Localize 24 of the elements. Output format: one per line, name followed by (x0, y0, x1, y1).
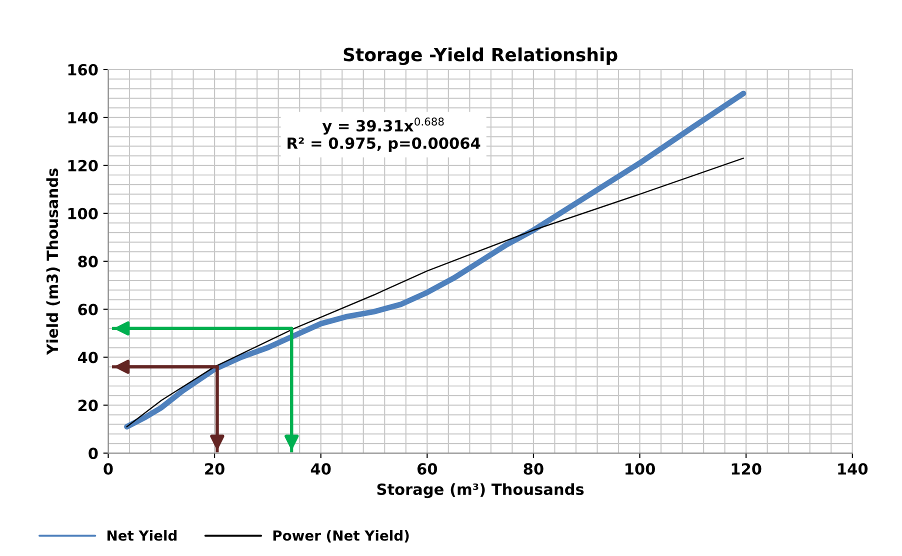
legend-label: Net Yield (108, 530, 177, 541)
x-tick-label: 120 (732, 463, 762, 475)
x-tick-label: 140 (838, 463, 868, 475)
y-tick-label: 120 (68, 160, 98, 172)
annotation: y = 39.31x$^{0.688}$ R² = 0.975, p=0.00064 (288, 118, 480, 152)
legend-label: Power (Net Yield) (273, 530, 409, 542)
x-tick-label: 80 (524, 463, 544, 475)
y-tick-label: 20 (78, 400, 98, 412)
y-axis-title: Yield (m3) Thousands (46, 168, 60, 355)
chart-title: Storage -Yield Relationship (344, 47, 618, 66)
x-tick-label: 60 (417, 463, 438, 475)
y-tick-label: 100 (68, 208, 98, 220)
y-tick-label: 60 (78, 304, 98, 316)
x-axis-title: Storage (m³) Thousands (377, 483, 584, 498)
y-tick-label: 140 (68, 112, 98, 124)
y-tick-label: 160 (68, 64, 98, 76)
y-tick-label: 0 (88, 448, 98, 460)
line-series (126, 158, 744, 428)
x-tick-label: 20 (205, 463, 224, 475)
x-tick-label: 100 (626, 463, 655, 475)
y-tick-label: 40 (78, 352, 98, 364)
y-tick-label: 80 (78, 256, 98, 268)
x-tick-label: 0 (104, 463, 113, 475)
x-tick-label: 40 (310, 463, 331, 475)
